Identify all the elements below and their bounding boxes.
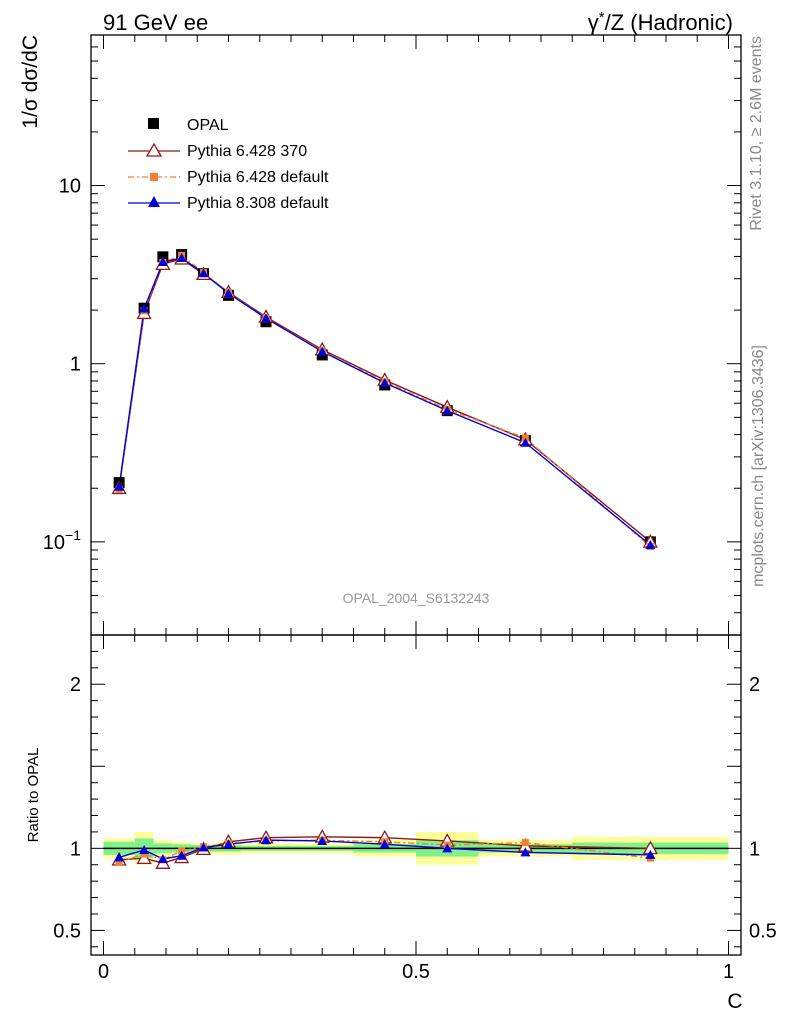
legend-marker-py6-default [150,173,158,181]
ytick-label-0: 10−1 [43,527,81,554]
mcplots-label: mcplots.cern.ch [arXiv:1306.3436] [750,345,767,587]
ratio-ytick-label-left-1: 1 [70,838,81,860]
legend-label-opal: OPAL [187,117,229,134]
analysis-watermark: OPAL_2004_S6132243 [343,590,490,606]
legend: OPAL Pythia 6.428 370 Pythia 6.428 defau… [128,117,329,212]
ytick-label-2: 10 [59,176,81,198]
point-py8-default-7 [317,346,328,356]
legend-label-py8-default: Pythia 8.308 default [187,195,329,212]
header-right: γ*/Z (Hadronic) [588,9,733,35]
point-py8-default-11 [645,540,656,550]
ratio-point-py6-default-10 [521,839,529,847]
point-py8-default-2 [157,257,168,267]
series-line-py6-default [118,254,651,548]
ratio-frame [90,634,742,956]
legend-marker-py6-370 [145,142,163,157]
legend-label-py6-370: Pythia 6.428 370 [187,143,307,160]
ratio-point-py8-default-9 [442,843,453,853]
ratio-point-py8-default-5 [223,839,234,849]
xtick-label-0: 0 [98,961,109,983]
ratio-point-py8-default-11 [645,849,656,859]
ratio-point-py8-default-4 [198,842,209,852]
point-py8-default-5 [223,288,234,298]
ratio-plot [111,829,658,869]
ratio-ytick-label-left-0: 0.5 [53,920,81,942]
point-py8-default-3 [176,253,187,263]
xlabel: C [727,990,742,1013]
main-plot [111,249,658,551]
ratio-point-py6-default-1 [140,850,148,858]
ratio-point-py8-default-10 [520,847,531,857]
ytick-label-1: 1 [70,354,81,376]
ratio-ytick-label-right-2: 2 [749,674,760,696]
ratio-point-py6-default-0 [115,858,123,866]
xtick-label-1: 0.5 [402,961,430,983]
point-py8-default-4 [198,268,209,278]
ratio-point-py8-default-3 [176,850,187,860]
ratio-ytick-label-right-0: 0.5 [749,920,777,942]
legend-label-py6-default: Pythia 6.428 default [187,169,329,186]
ratio-ytick-label-left-2: 2 [70,674,81,696]
point-py8-default-8 [379,377,390,387]
series-line-py8-default [118,257,651,546]
ytick-label-base-2: 10 [59,176,81,198]
ratio-point-py8-default-7 [317,835,328,845]
legend-marker-py8-default [148,196,160,207]
point-py8-default-6 [261,313,271,323]
header-left: 91 GeV ee [103,10,208,35]
rivet-label: Rivet 3.1.10, ≥ 2.6M events [748,36,765,231]
ratio-point-py8-default-0 [114,852,125,862]
ratio-point-py8-default-1 [139,844,150,854]
point-py8-default-1 [139,303,150,313]
point-py8-default-9 [442,405,453,415]
ratio-point-py8-default-8 [379,839,390,849]
ratio-point-py8-default-2 [157,854,168,863]
xtick-label-2: 1 [723,961,734,983]
ratio-point-py8-default-6 [261,835,271,845]
series-line-py6-370 [118,258,651,543]
ytick-label-base-0: 10 [43,532,65,554]
ytick-label-exp-0: −1 [65,527,81,543]
ratio-ytick-label-right-1: 1 [749,838,760,860]
ratio-ylabel: Ratio to OPAL [25,748,42,843]
main-ylabel: 1/σ dσ/dC [19,35,42,129]
legend-marker-opal [148,118,159,129]
point-py8-default-10 [520,437,531,447]
point-py8-default-0 [114,481,125,491]
ytick-label-base-1: 1 [70,354,81,376]
